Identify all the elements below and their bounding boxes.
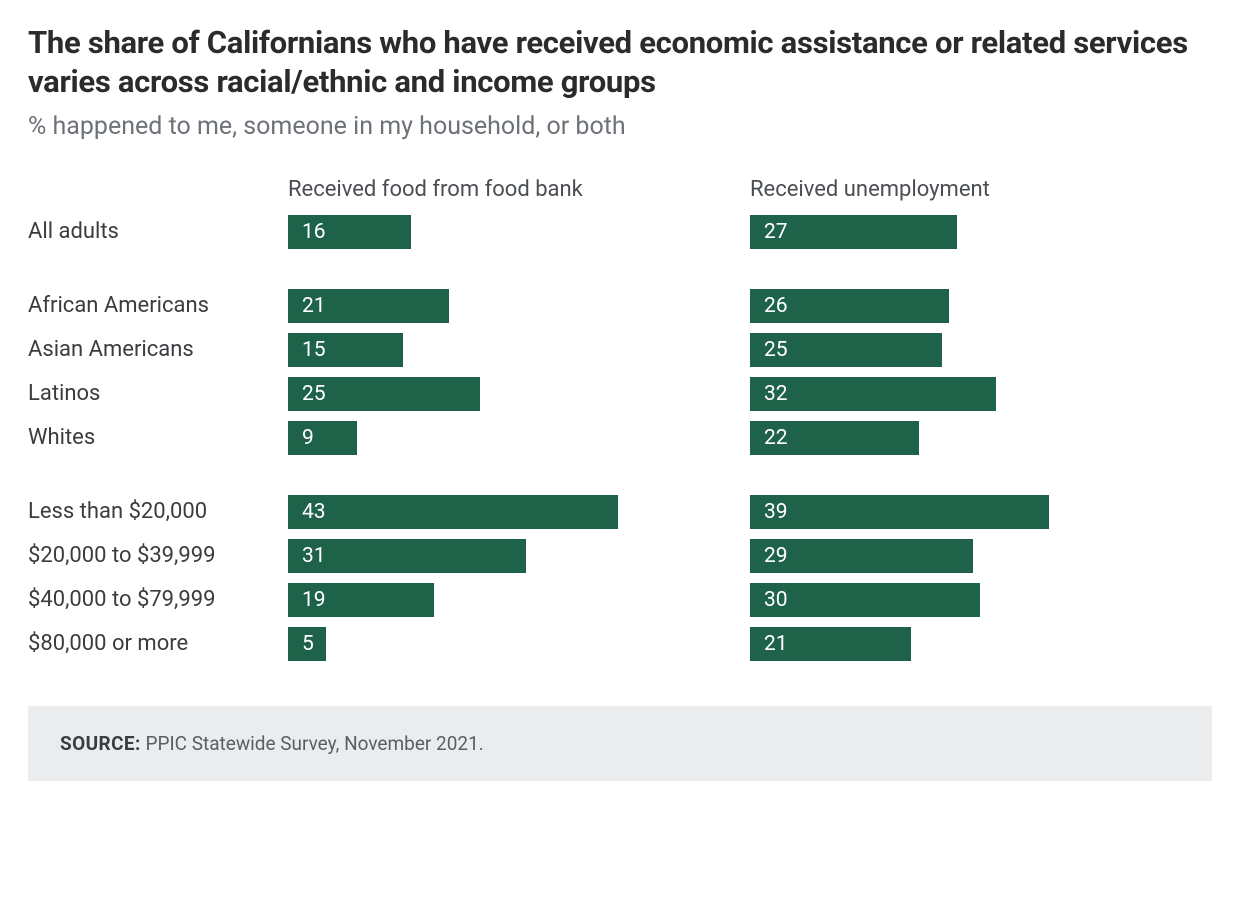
row-label: Asian Americans (28, 328, 288, 372)
group-gap (28, 460, 288, 490)
bar: 39 (750, 495, 1049, 529)
bar-cell: 5 (288, 622, 750, 666)
bar-value: 43 (302, 500, 326, 524)
label-column-header (28, 177, 288, 210)
source-label: SOURCE: (60, 732, 141, 755)
bar-cell: 19 (288, 578, 750, 622)
bar-value: 16 (302, 220, 326, 244)
bar: 25 (750, 333, 942, 367)
row-label: African Americans (28, 284, 288, 328)
bar-value: 9 (302, 426, 314, 450)
bar-cell: 27 (750, 210, 1212, 254)
bar: 27 (750, 215, 957, 249)
chart-subtitle: % happened to me, someone in my househol… (28, 112, 1212, 141)
bar-cell: 16 (288, 210, 750, 254)
bar: 26 (750, 289, 949, 323)
bar: 9 (288, 421, 357, 455)
column-header: Received unemployment (750, 177, 1212, 210)
bar: 5 (288, 627, 326, 661)
bar-value: 30 (764, 588, 788, 612)
bar-value: 15 (302, 338, 326, 362)
bar-cell: 43 (288, 490, 750, 534)
row-label: All adults (28, 210, 288, 254)
row-label: $80,000 or more (28, 622, 288, 666)
bar: 22 (750, 421, 919, 455)
source-box: SOURCE: PPIC Statewide Survey, November … (28, 706, 1212, 781)
bar-value: 21 (764, 632, 788, 656)
bar-cell: 32 (750, 372, 1212, 416)
bar: 15 (288, 333, 403, 367)
bar-value: 21 (302, 294, 326, 318)
bar: 43 (288, 495, 618, 529)
bar-value: 27 (764, 220, 788, 244)
bar-value: 5 (302, 632, 314, 656)
group-gap (288, 460, 750, 490)
row-label: Latinos (28, 372, 288, 416)
row-label: Less than $20,000 (28, 490, 288, 534)
column-header: Received food from food bank (288, 177, 750, 210)
row-label: $20,000 to $39,999 (28, 534, 288, 578)
bar-cell: 39 (750, 490, 1212, 534)
bar: 29 (750, 539, 973, 573)
bar-cell: 25 (750, 328, 1212, 372)
bar-cell: 26 (750, 284, 1212, 328)
group-gap (28, 254, 288, 284)
bar-cell: 9 (288, 416, 750, 460)
bar-value: 25 (764, 338, 788, 362)
group-gap (750, 460, 1212, 490)
bar-cell: 21 (288, 284, 750, 328)
bar-cell: 21 (750, 622, 1212, 666)
bar-value: 19 (302, 588, 326, 612)
bar-value: 32 (764, 382, 788, 406)
bar-value: 25 (302, 382, 326, 406)
bar-cell: 29 (750, 534, 1212, 578)
row-label: Whites (28, 416, 288, 460)
group-gap (750, 254, 1212, 284)
row-label: $40,000 to $79,999 (28, 578, 288, 622)
source-text: PPIC Statewide Survey, November 2021. (141, 732, 484, 755)
bar-value: 29 (764, 544, 788, 568)
bar-value: 31 (302, 544, 326, 568)
bar-cell: 31 (288, 534, 750, 578)
group-gap (288, 254, 750, 284)
bar-value: 26 (764, 294, 788, 318)
chart-area: Received food from food bankReceived une… (28, 177, 1212, 666)
bar-value: 39 (764, 500, 788, 524)
bar: 19 (288, 583, 434, 617)
bar: 21 (750, 627, 911, 661)
bar: 30 (750, 583, 980, 617)
bar-value: 22 (764, 426, 788, 450)
bar: 25 (288, 377, 480, 411)
chart-title: The share of Californians who have recei… (28, 24, 1212, 102)
bar: 21 (288, 289, 449, 323)
bar-cell: 30 (750, 578, 1212, 622)
bar-cell: 15 (288, 328, 750, 372)
bar: 31 (288, 539, 526, 573)
bar-cell: 22 (750, 416, 1212, 460)
bar: 32 (750, 377, 996, 411)
bar: 16 (288, 215, 411, 249)
bar-cell: 25 (288, 372, 750, 416)
